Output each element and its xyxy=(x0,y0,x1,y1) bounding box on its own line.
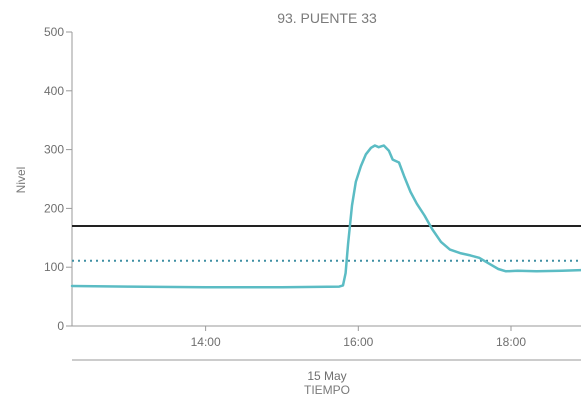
x-axis: 14:00 16:00 18:00 xyxy=(72,325,581,349)
y-axis: 0 100 200 300 400 500 xyxy=(44,25,73,333)
y-tick-label: 500 xyxy=(44,25,64,39)
x-date-label: 15 May xyxy=(307,369,346,383)
y-tick-label: 100 xyxy=(44,260,64,274)
y-tick-label: 200 xyxy=(44,201,64,215)
y-tick-label: 0 xyxy=(57,319,64,333)
x-tick-label: 14:00 xyxy=(191,335,221,349)
x-axis-title: TIEMPO xyxy=(304,383,350,397)
chart-title: 93. PUENTE 33 xyxy=(277,10,377,26)
series-line xyxy=(70,144,581,289)
y-axis-title: Nivel xyxy=(14,167,28,194)
y-tick-label: 300 xyxy=(44,143,64,157)
series-layer xyxy=(70,144,581,289)
y-tick-label: 400 xyxy=(44,84,64,98)
x-tick-label: 18:00 xyxy=(496,335,526,349)
x-tick-label: 16:00 xyxy=(343,335,373,349)
threshold-lines xyxy=(72,225,581,262)
